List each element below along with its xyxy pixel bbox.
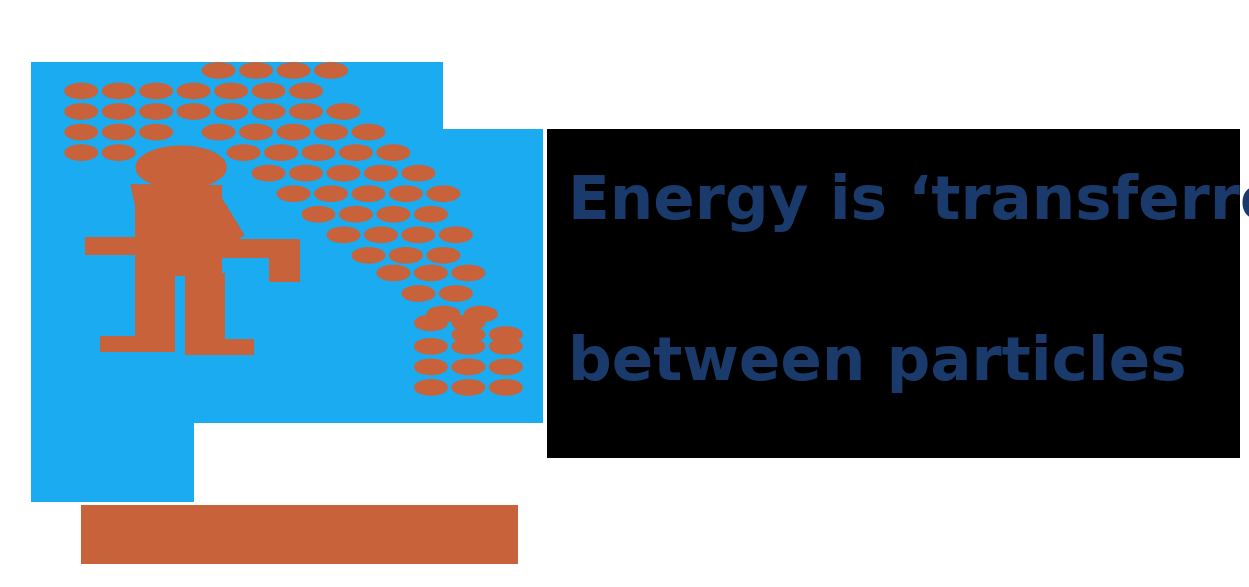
Bar <box>81 505 518 564</box>
Circle shape <box>65 145 97 160</box>
Circle shape <box>427 306 460 322</box>
Circle shape <box>452 315 485 330</box>
Circle shape <box>415 380 447 395</box>
Circle shape <box>290 83 322 99</box>
Circle shape <box>452 359 485 375</box>
Bar <box>31 62 425 294</box>
Circle shape <box>136 146 226 188</box>
Circle shape <box>327 104 360 119</box>
Circle shape <box>415 359 447 375</box>
Circle shape <box>402 227 435 242</box>
Text: Energy is ‘transferred’: Energy is ‘transferred’ <box>568 173 1249 232</box>
Bar <box>356 129 543 423</box>
Bar <box>100 336 175 352</box>
Circle shape <box>452 327 485 342</box>
Circle shape <box>340 207 372 222</box>
Circle shape <box>102 145 135 160</box>
Circle shape <box>252 83 285 99</box>
Circle shape <box>465 306 497 322</box>
Circle shape <box>302 207 335 222</box>
Circle shape <box>252 104 285 119</box>
Circle shape <box>315 63 347 78</box>
Circle shape <box>415 207 447 222</box>
Circle shape <box>340 145 372 160</box>
Circle shape <box>65 83 97 99</box>
Circle shape <box>227 145 260 160</box>
Circle shape <box>290 104 322 119</box>
Circle shape <box>202 124 235 140</box>
Circle shape <box>65 104 97 119</box>
Circle shape <box>427 248 460 263</box>
Circle shape <box>415 315 447 330</box>
Circle shape <box>402 286 435 301</box>
Circle shape <box>352 248 385 263</box>
Circle shape <box>102 104 135 119</box>
Circle shape <box>365 166 397 181</box>
Text: between particles: between particles <box>568 335 1187 393</box>
Circle shape <box>415 265 447 281</box>
Circle shape <box>240 63 272 78</box>
Circle shape <box>265 145 297 160</box>
Circle shape <box>65 124 97 140</box>
Circle shape <box>102 83 135 99</box>
Circle shape <box>490 327 522 342</box>
Circle shape <box>327 166 360 181</box>
Circle shape <box>202 63 235 78</box>
Circle shape <box>140 124 172 140</box>
Circle shape <box>390 248 422 263</box>
Circle shape <box>140 104 172 119</box>
Circle shape <box>290 166 322 181</box>
Circle shape <box>452 380 485 395</box>
Circle shape <box>277 63 310 78</box>
Bar <box>185 339 254 355</box>
Circle shape <box>452 339 485 354</box>
Circle shape <box>452 265 485 281</box>
Circle shape <box>440 227 472 242</box>
Circle shape <box>352 186 385 201</box>
Circle shape <box>377 145 410 160</box>
Circle shape <box>240 124 272 140</box>
Circle shape <box>352 124 385 140</box>
Bar <box>219 239 300 258</box>
Circle shape <box>102 124 135 140</box>
Circle shape <box>377 207 410 222</box>
Polygon shape <box>131 185 244 244</box>
Circle shape <box>277 186 310 201</box>
Circle shape <box>140 83 172 99</box>
Circle shape <box>315 124 347 140</box>
Circle shape <box>365 227 397 242</box>
Circle shape <box>415 339 447 354</box>
Bar <box>185 273 225 355</box>
Circle shape <box>177 104 210 119</box>
Circle shape <box>177 83 210 99</box>
Circle shape <box>215 104 247 119</box>
Circle shape <box>315 186 347 201</box>
Circle shape <box>490 339 522 354</box>
Bar <box>547 129 1240 458</box>
Bar <box>175 62 443 423</box>
Circle shape <box>252 166 285 181</box>
Circle shape <box>302 145 335 160</box>
Circle shape <box>490 380 522 395</box>
Bar <box>85 237 141 255</box>
Circle shape <box>490 359 522 375</box>
Circle shape <box>215 83 247 99</box>
Circle shape <box>377 265 410 281</box>
Bar <box>31 79 194 502</box>
Circle shape <box>402 166 435 181</box>
Bar <box>269 255 300 282</box>
Bar <box>135 185 222 276</box>
Circle shape <box>440 286 472 301</box>
Bar <box>135 273 175 352</box>
Circle shape <box>327 227 360 242</box>
Circle shape <box>390 186 422 201</box>
Circle shape <box>427 186 460 201</box>
Circle shape <box>277 124 310 140</box>
